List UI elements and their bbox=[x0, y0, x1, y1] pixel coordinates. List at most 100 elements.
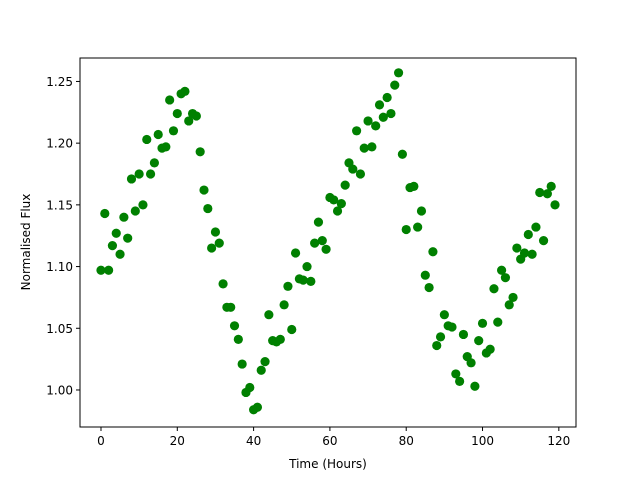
data-point bbox=[100, 208, 110, 219]
data-point bbox=[279, 300, 289, 310]
x-tick-label: 40 bbox=[246, 434, 261, 448]
x-axis-label: Time (Hours) bbox=[288, 457, 367, 471]
data-point bbox=[184, 116, 194, 126]
data-point bbox=[172, 108, 182, 119]
data-point bbox=[413, 222, 423, 232]
data-point bbox=[252, 402, 263, 412]
data-point bbox=[180, 86, 190, 96]
y-tick-label: 1.05 bbox=[46, 322, 73, 336]
data-point bbox=[397, 149, 407, 159]
y-axis-ticks: 1.00 1.05 1.10 1.15 1.20 1.25 bbox=[46, 75, 80, 397]
data-point bbox=[371, 121, 381, 131]
data-point bbox=[123, 233, 133, 243]
data-point bbox=[447, 322, 457, 332]
data-point bbox=[542, 189, 552, 199]
x-tick-label: 0 bbox=[97, 434, 105, 448]
data-point bbox=[409, 181, 419, 191]
data-point bbox=[451, 369, 461, 379]
data-point bbox=[321, 244, 331, 254]
data-point bbox=[466, 358, 476, 368]
data-point bbox=[111, 228, 121, 238]
data-point bbox=[104, 265, 114, 275]
data-point bbox=[474, 336, 484, 346]
data-point bbox=[302, 261, 312, 272]
data-point bbox=[535, 187, 545, 198]
data-point bbox=[161, 142, 171, 152]
data-point bbox=[260, 356, 270, 367]
data-point bbox=[470, 381, 480, 391]
x-tick-label: 80 bbox=[399, 434, 414, 448]
data-point bbox=[500, 273, 511, 283]
x-axis-ticks: 0 20 40 60 80 100 120 bbox=[97, 427, 570, 448]
data-point bbox=[336, 199, 346, 209]
data-point bbox=[340, 180, 350, 190]
data-point bbox=[458, 329, 469, 340]
y-tick-label: 1.10 bbox=[46, 260, 73, 274]
data-point bbox=[310, 238, 320, 248]
data-point bbox=[527, 249, 537, 259]
y-tick-label: 1.15 bbox=[46, 198, 73, 212]
x-tick-label: 120 bbox=[547, 434, 570, 448]
data-point bbox=[134, 169, 144, 179]
data-point bbox=[455, 376, 465, 386]
data-point bbox=[329, 195, 339, 205]
data-point bbox=[306, 276, 316, 286]
x-tick-label: 100 bbox=[471, 434, 494, 448]
data-point bbox=[275, 334, 285, 344]
data-point bbox=[352, 126, 362, 136]
data-point bbox=[531, 222, 541, 232]
data-point bbox=[168, 126, 179, 136]
data-point bbox=[359, 143, 369, 153]
y-tick-label: 1.20 bbox=[46, 137, 73, 151]
data-point bbox=[546, 181, 556, 191]
data-point bbox=[264, 310, 274, 320]
plot-frame bbox=[79, 57, 577, 428]
data-point bbox=[218, 279, 228, 289]
data-point bbox=[401, 224, 411, 235]
data-point bbox=[191, 111, 201, 121]
data-point bbox=[233, 334, 243, 344]
data-point bbox=[382, 92, 392, 103]
data-point bbox=[504, 300, 514, 310]
data-point bbox=[287, 324, 297, 335]
data-point bbox=[142, 134, 152, 145]
data-point bbox=[435, 332, 446, 342]
data-point bbox=[298, 275, 308, 285]
data-point bbox=[256, 365, 266, 375]
data-point bbox=[420, 270, 430, 280]
data-point bbox=[538, 236, 549, 246]
data-point bbox=[519, 248, 530, 258]
data-point bbox=[119, 212, 129, 222]
data-point bbox=[115, 249, 125, 259]
data-point bbox=[229, 321, 240, 331]
data-point bbox=[550, 200, 560, 210]
data-point bbox=[153, 129, 163, 140]
data-point bbox=[130, 206, 140, 216]
data-point bbox=[432, 340, 442, 351]
data-point bbox=[393, 68, 404, 78]
data-points bbox=[96, 68, 560, 415]
data-point bbox=[439, 310, 449, 320]
data-point bbox=[390, 80, 400, 90]
y-tick-label: 1.25 bbox=[46, 75, 73, 89]
x-tick-label: 20 bbox=[170, 434, 185, 448]
data-point bbox=[149, 158, 159, 168]
data-point bbox=[145, 169, 156, 179]
y-axis-label: Normalised Flux bbox=[19, 194, 33, 291]
data-point bbox=[283, 281, 293, 291]
data-point bbox=[237, 359, 247, 369]
data-point bbox=[138, 200, 148, 210]
data-point bbox=[203, 203, 213, 214]
data-point bbox=[424, 282, 434, 293]
data-point bbox=[290, 248, 301, 258]
data-point bbox=[374, 100, 385, 110]
data-point bbox=[96, 265, 106, 275]
data-point bbox=[313, 217, 324, 227]
data-point bbox=[367, 142, 377, 152]
data-point bbox=[332, 206, 343, 216]
data-point bbox=[165, 95, 175, 105]
data-point bbox=[428, 247, 438, 257]
y-tick-label: 1.00 bbox=[46, 383, 73, 397]
data-point bbox=[416, 206, 427, 216]
